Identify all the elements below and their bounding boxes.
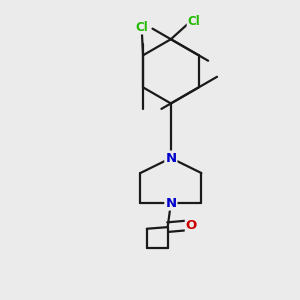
Text: Cl: Cl	[188, 15, 200, 28]
Text: Cl: Cl	[135, 20, 148, 34]
Text: N: N	[165, 196, 176, 210]
Text: N: N	[165, 152, 176, 164]
Text: O: O	[186, 219, 197, 232]
